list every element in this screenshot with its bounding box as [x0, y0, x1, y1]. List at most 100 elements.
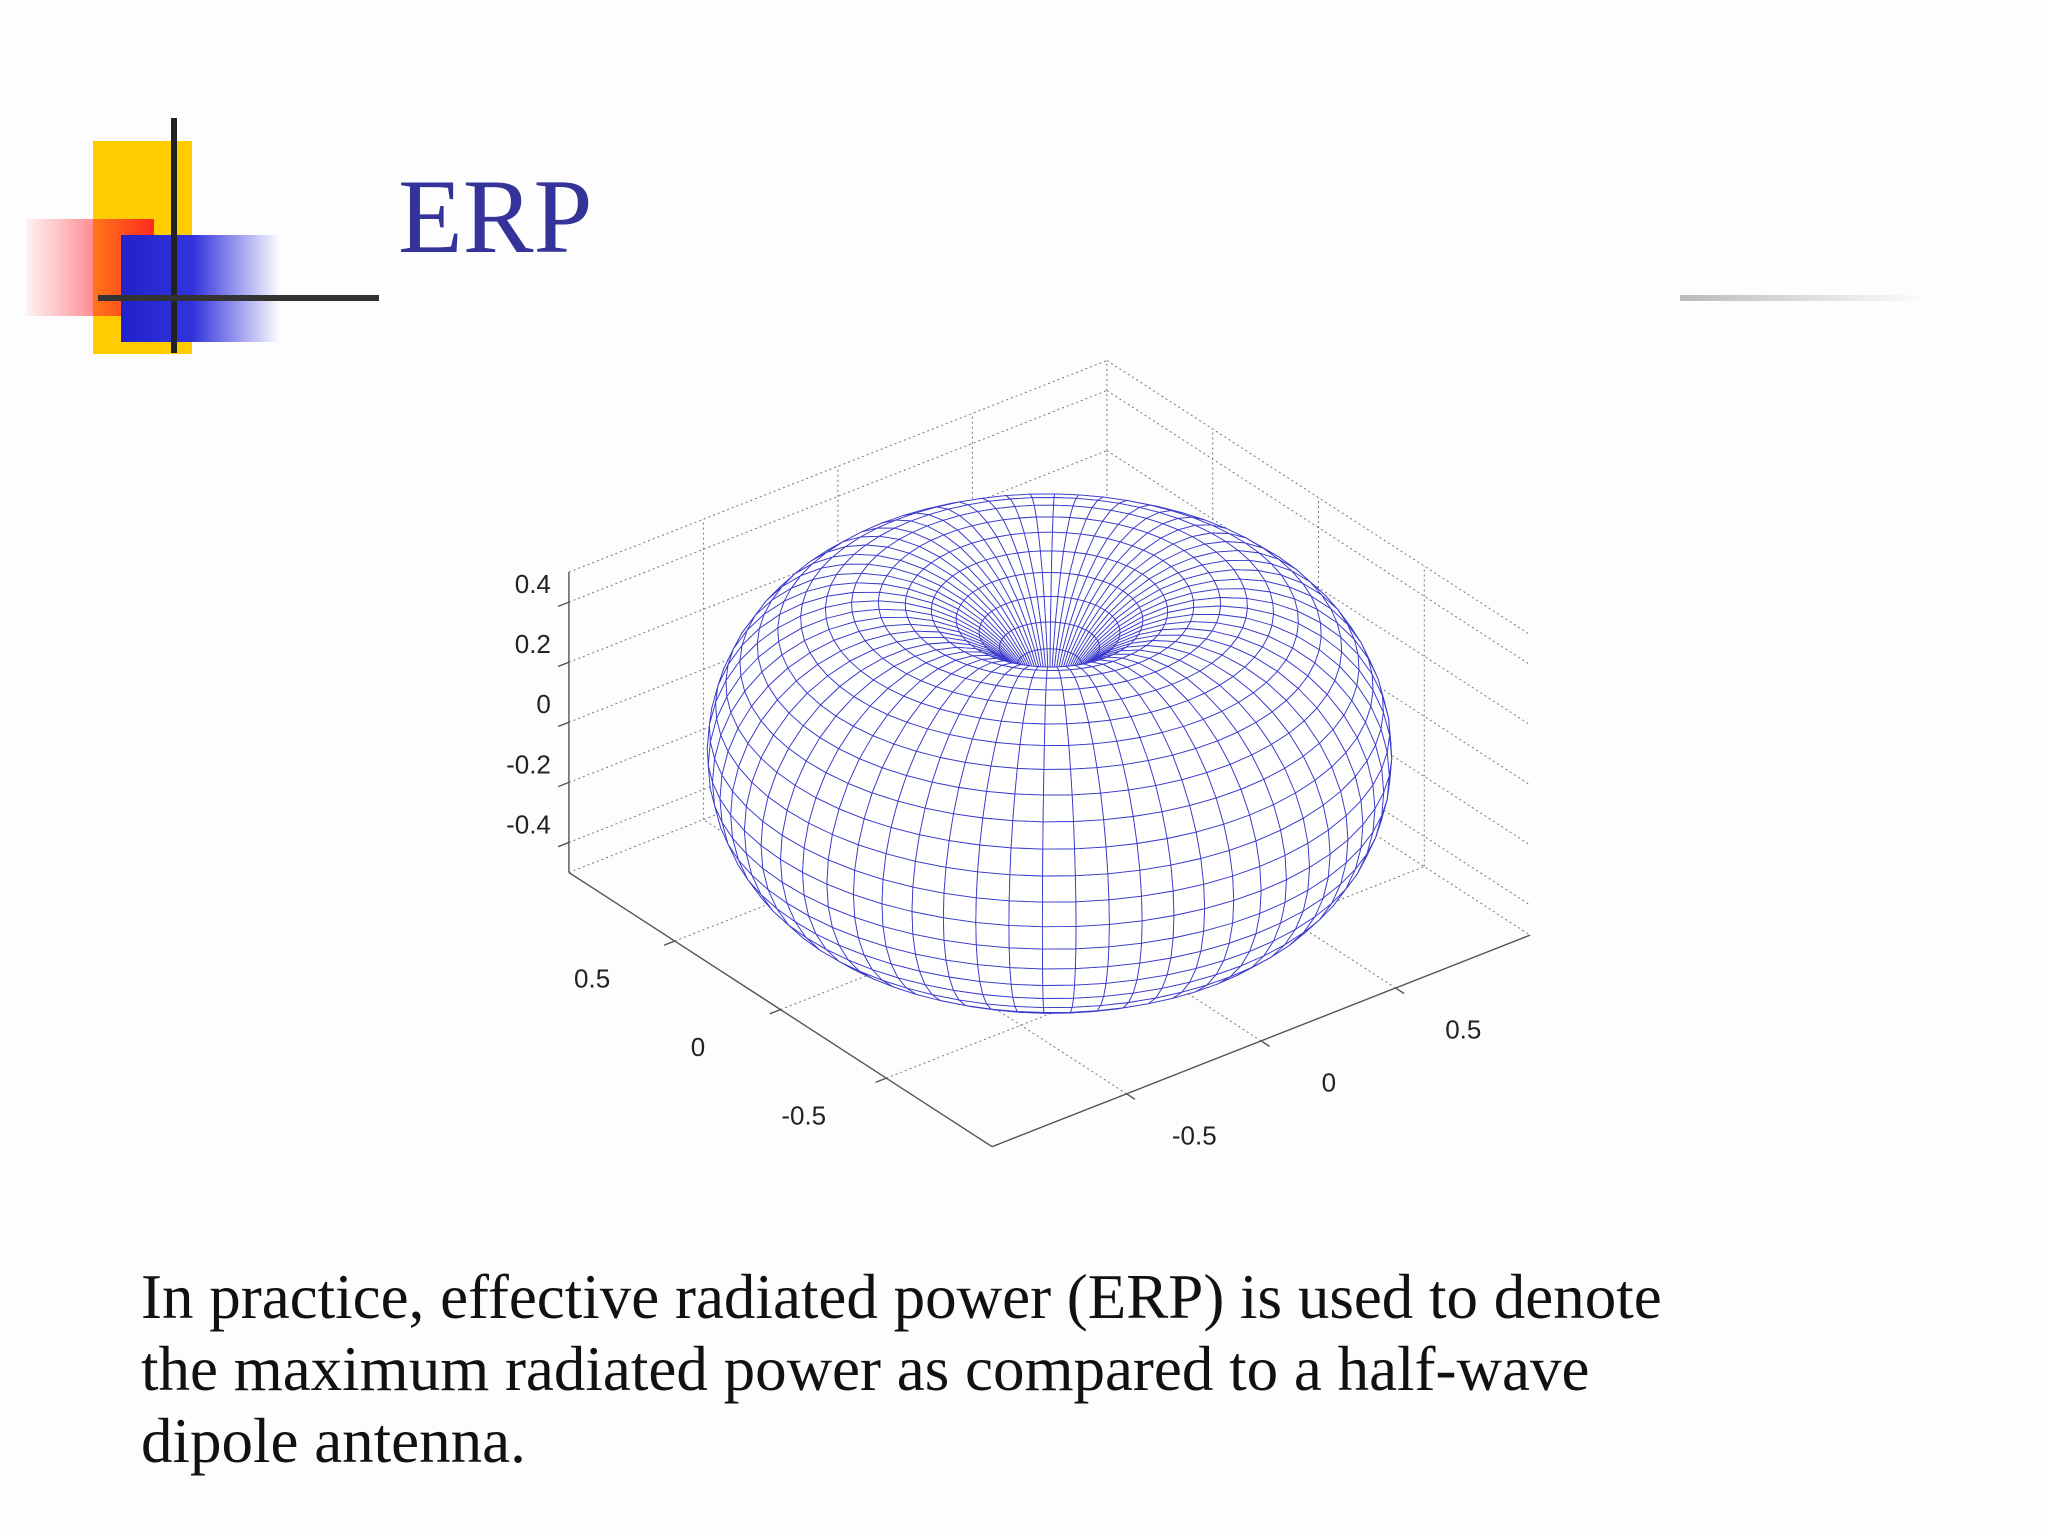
- mesh-face: [1009, 847, 1044, 877]
- mesh-face: [1066, 722, 1094, 746]
- logo-vline: [171, 118, 177, 353]
- mesh-face: [1073, 819, 1107, 850]
- mesh-face: [1105, 843, 1141, 875]
- mesh-face: [1044, 689, 1066, 706]
- z-tick-label: -0.4: [506, 809, 551, 839]
- mesh-face: [1161, 805, 1197, 839]
- mesh-face: [1012, 793, 1044, 823]
- mesh-face: [942, 892, 977, 923]
- mesh-face: [1008, 900, 1043, 928]
- slide-title: ERP: [398, 158, 592, 275]
- box-edge: [1106, 660, 1531, 936]
- logo: [26, 118, 379, 354]
- mesh-face: [1035, 516, 1054, 533]
- mesh-face: [1064, 703, 1090, 725]
- x-tick: [1126, 1093, 1136, 1100]
- y-tick-label: 0: [691, 1032, 705, 1062]
- z-tick-label: 0.4: [515, 569, 551, 599]
- mesh-face: [1033, 504, 1055, 518]
- grid-line: [1106, 450, 1531, 726]
- mesh-face: [1043, 744, 1071, 770]
- torus-plot: -0.5 0 0.5 -0.5 0 0.5 -0.4 -0.2 0 0.2 0.4: [506, 360, 1531, 1151]
- mesh-face: [1132, 811, 1168, 844]
- mesh-face: [919, 807, 954, 842]
- mesh-face: [1042, 984, 1075, 999]
- mesh-face: [1043, 1006, 1073, 1013]
- mesh-face: [945, 840, 981, 873]
- grid-line: [568, 450, 1108, 663]
- box-edge: [1106, 360, 1531, 636]
- mesh-face: [982, 790, 1016, 822]
- mesh-face: [1043, 768, 1073, 796]
- mesh-face: [977, 844, 1012, 876]
- z-tick-label: 0: [536, 689, 550, 719]
- mesh-face: [1041, 901, 1077, 928]
- mesh-face: [1046, 669, 1062, 679]
- mesh-face: [943, 866, 979, 899]
- mesh-face: [975, 871, 1011, 902]
- mesh-face: [1074, 966, 1109, 986]
- body-text: In practice, effective radiated power (E…: [141, 1262, 1662, 1332]
- mesh-face: [975, 897, 1010, 926]
- mesh-face: [1042, 875, 1077, 903]
- mesh-face: [1010, 820, 1044, 850]
- mesh-face: [979, 817, 1014, 849]
- logo-hline: [98, 295, 379, 301]
- mesh-face: [1009, 967, 1044, 986]
- mesh-face: [1074, 873, 1110, 903]
- mesh-face: [1008, 874, 1044, 903]
- mesh-face: [1031, 497, 1055, 506]
- mesh-face: [1045, 677, 1064, 691]
- mesh-face: [1028, 677, 1047, 691]
- mesh-face: [990, 742, 1021, 769]
- mesh-face: [953, 787, 988, 819]
- mesh-face: [1008, 924, 1043, 950]
- mesh-face: [1068, 743, 1098, 770]
- z-tick-label: -0.2: [506, 749, 551, 779]
- z-tick-label: 0.2: [515, 629, 551, 659]
- x-tick: [1395, 987, 1405, 995]
- body-text: dipole antenna.: [141, 1406, 526, 1476]
- body-text: the maximum radiated power as compared t…: [141, 1334, 1589, 1404]
- mesh-face: [975, 921, 1010, 949]
- mesh-face: [1071, 792, 1105, 823]
- mesh-face: [878, 608, 908, 619]
- mesh-face: [986, 765, 1018, 795]
- grid-line: [1106, 390, 1531, 666]
- mesh-face: [1136, 838, 1172, 871]
- mesh-face: [1073, 982, 1107, 999]
- z-tick: [557, 601, 570, 608]
- mesh-face: [1042, 948, 1077, 970]
- z-tick: [557, 781, 570, 788]
- z-tick: [557, 721, 570, 728]
- mesh-face: [1107, 869, 1142, 901]
- z-tick: [557, 661, 570, 668]
- mesh-face: [1128, 785, 1163, 817]
- mesh-face: [1008, 947, 1044, 970]
- y-tick: [769, 1008, 781, 1015]
- mesh-face: [1075, 899, 1110, 927]
- y-tick-label: 0.5: [574, 963, 610, 993]
- z-tick: [557, 841, 570, 848]
- y-tick: [875, 1077, 887, 1084]
- mesh-face: [1042, 997, 1074, 1009]
- grid-line: [1106, 510, 1531, 786]
- mesh-face: [1010, 983, 1044, 999]
- mesh-face: [1053, 497, 1077, 507]
- mesh-face: [1217, 588, 1248, 599]
- mesh-face: [855, 572, 888, 585]
- mesh-face: [948, 813, 984, 846]
- mesh-face: [1042, 794, 1074, 823]
- mesh-face: [1025, 688, 1047, 706]
- mesh-face: [1192, 605, 1222, 616]
- y-tick: [663, 940, 675, 946]
- mesh-face: [1042, 968, 1076, 986]
- mesh-face: [852, 582, 883, 593]
- mesh-face: [1041, 925, 1077, 950]
- mesh-face: [1044, 704, 1068, 725]
- mesh-face: [1108, 920, 1143, 948]
- x-tick-label: 0.5: [1445, 1015, 1481, 1045]
- mesh-face: [1042, 821, 1075, 850]
